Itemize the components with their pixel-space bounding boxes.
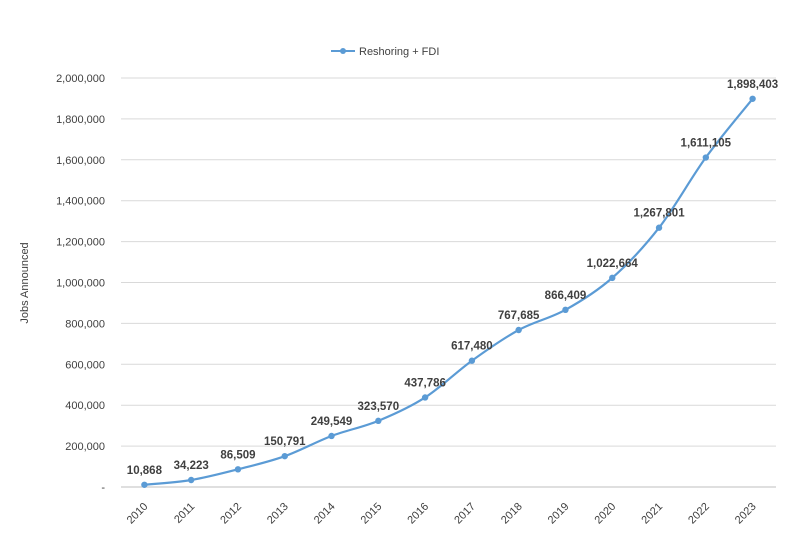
data-point — [281, 452, 288, 460]
series-reshoring-fdi — [141, 95, 756, 488]
x-tick-label: 2015 — [359, 501, 385, 527]
data-label: 34,223 — [174, 460, 209, 472]
x-tick-label: 2022 — [686, 501, 712, 527]
y-tick-label: 1,600,000 — [56, 155, 105, 167]
y-tick-label: 1,800,000 — [56, 114, 105, 126]
y-axis-title: Jobs Announced — [19, 242, 31, 323]
data-label: 249,549 — [311, 416, 353, 428]
y-tick-label: 1,400,000 — [56, 196, 105, 208]
data-label: 150,791 — [264, 436, 306, 448]
data-label: 1,898,403 — [727, 79, 778, 91]
data-label: 1,022,664 — [587, 258, 639, 270]
data-point — [609, 274, 616, 282]
data-point — [749, 95, 756, 102]
x-tick-label: 2021 — [639, 501, 665, 527]
legend: Reshoring + FDI — [331, 46, 439, 58]
x-tick-label: 2020 — [593, 501, 619, 527]
x-tick-label: 2014 — [312, 501, 338, 527]
y-tick-label: - — [101, 482, 105, 494]
x-tick-label: 2018 — [499, 501, 525, 527]
x-tick-label: 2016 — [405, 501, 431, 527]
data-point — [234, 466, 242, 473]
data-label: 617,480 — [451, 341, 493, 353]
y-tick-label: 200,000 — [65, 441, 105, 453]
y-tick-label: 1,200,000 — [56, 237, 105, 249]
x-tick-label: 2013 — [265, 501, 291, 527]
x-tick-label: 2023 — [733, 501, 759, 527]
data-point — [702, 154, 710, 161]
data-point — [141, 481, 148, 488]
data-label: 1,611,105 — [681, 138, 732, 150]
data-point — [655, 224, 663, 231]
y-tick-label: 400,000 — [65, 400, 105, 412]
series-line — [144, 98, 754, 486]
y-tick-label: 600,000 — [65, 359, 105, 371]
gridlines — [121, 77, 776, 488]
data-point — [468, 357, 476, 364]
x-tick-label: 2019 — [546, 501, 572, 527]
data-point — [421, 394, 429, 401]
data-label: 86,509 — [220, 449, 255, 461]
y-tick-label: 800,000 — [65, 318, 105, 330]
data-point — [515, 326, 522, 334]
data-point — [375, 417, 382, 425]
legend-label: Reshoring + FDI — [359, 46, 439, 58]
data-label: 10,868 — [127, 465, 163, 477]
data-point — [562, 306, 569, 314]
x-tick-label: 2017 — [452, 501, 478, 527]
data-point — [328, 432, 335, 440]
data-label: 437,786 — [404, 377, 446, 389]
data-point — [187, 476, 195, 484]
y-tick-label: 1,000,000 — [56, 278, 105, 290]
data-label: 767,685 — [498, 310, 540, 322]
data-label: 323,570 — [358, 401, 400, 413]
y-axis-ticks: - 200,000 400,000 600,000 800,000 1,000,000 1,… — [56, 73, 105, 494]
data-label: 866,409 — [545, 290, 587, 302]
x-tick-label: 2011 — [172, 501, 197, 526]
x-tick-label: 2010 — [125, 501, 151, 527]
data-label: 1,267,801 — [633, 208, 685, 220]
x-axis-ticks: 2010 2011 2012 2013 2014 2015 2016 2017 2018 2019… — [125, 501, 759, 527]
data-labels: 10,868 34,223 86,509 150,791 249,549 323,570 4… — [127, 79, 778, 477]
x-tick-label: 2012 — [218, 501, 244, 527]
y-tick-label: 2,000,000 — [56, 73, 105, 85]
legend-marker — [340, 48, 346, 54]
